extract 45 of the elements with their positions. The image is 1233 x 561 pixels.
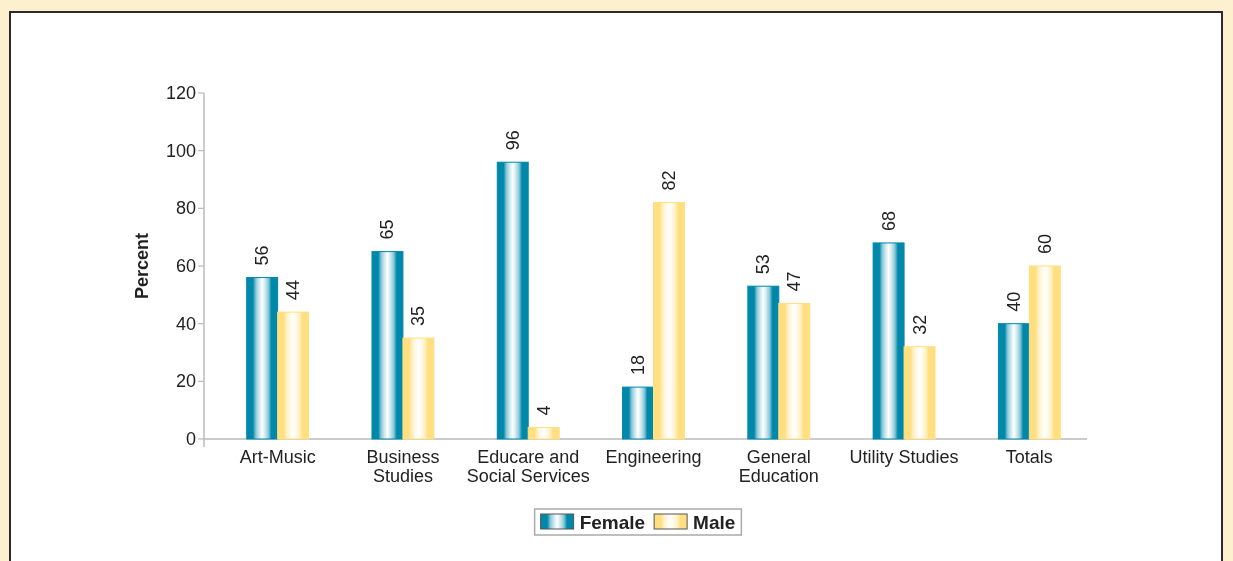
- data-label: 40: [1003, 291, 1024, 312]
- bar: [653, 202, 685, 440]
- data-label: 53: [753, 254, 774, 275]
- x-tick-label: Educare and Social Services: [466, 447, 590, 486]
- data-label: 60: [1034, 233, 1055, 254]
- data-label: 35: [408, 306, 429, 327]
- x-tick-label: Utility Studies: [849, 447, 959, 467]
- x-tick-label: Art-Music: [239, 447, 316, 467]
- legend-label: Male: [693, 511, 736, 533]
- bar: [277, 311, 310, 440]
- data-label: 44: [283, 280, 304, 301]
- bar: [778, 302, 811, 440]
- data-label: 65: [377, 219, 398, 240]
- bar: [496, 161, 529, 440]
- data-label: 32: [909, 314, 930, 335]
- x-tick-label: Totals: [1005, 447, 1053, 467]
- data-label: 4: [533, 405, 554, 416]
- x-tick-label: Business Studies: [366, 447, 440, 486]
- y-tick-label: 0: [185, 429, 196, 449]
- bar: [903, 346, 936, 440]
- bar: [997, 323, 1030, 440]
- bar: [371, 251, 404, 440]
- y-tick-label: 80: [175, 198, 196, 219]
- y-tick-label: 100: [165, 140, 196, 161]
- bar: [527, 426, 560, 440]
- legend-label: Female: [579, 511, 646, 533]
- y-tick-label: 40: [175, 313, 196, 334]
- bar: [246, 277, 279, 440]
- bar: [872, 242, 905, 440]
- y-axis-title: Percent: [132, 232, 152, 300]
- data-label: 68: [878, 210, 899, 231]
- bar: [622, 386, 654, 440]
- bar: [747, 285, 780, 440]
- bar: [1028, 265, 1061, 440]
- data-label: 18: [628, 355, 649, 376]
- y-tick-label: 60: [175, 256, 196, 276]
- data-label: 96: [502, 130, 523, 151]
- data-label: 47: [784, 271, 805, 292]
- data-label: 82: [658, 170, 679, 191]
- data-label: 56: [252, 245, 273, 266]
- bar: [402, 337, 435, 440]
- y-tick-label: 120: [165, 83, 196, 103]
- y-tick-label: 20: [175, 371, 196, 392]
- x-tick-label: General Education: [738, 447, 819, 486]
- x-tick-label: Engineering: [605, 447, 702, 467]
